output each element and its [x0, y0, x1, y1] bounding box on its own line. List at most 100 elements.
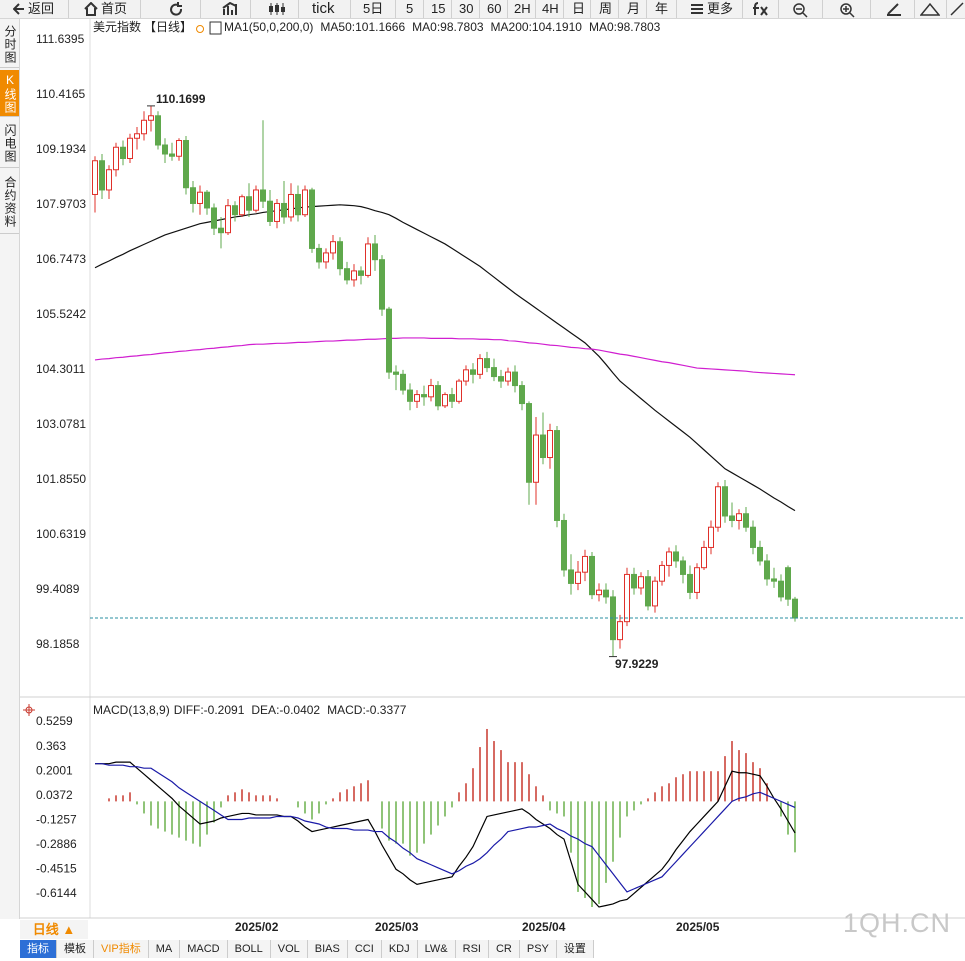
candle-body — [568, 569, 574, 584]
candle-body — [316, 247, 322, 263]
sidebar: 分时图 K线图 闪电图 合约资料 — [0, 19, 20, 919]
shape-icon[interactable] — [920, 2, 940, 16]
candle-body — [239, 196, 245, 216]
tab[interactable]: 设置 — [556, 940, 594, 958]
formula-icon[interactable] — [752, 2, 770, 16]
sidebar-tab[interactable]: 合约资料 — [0, 171, 19, 234]
y-tick-label: -0.6144 — [36, 886, 77, 900]
tab[interactable]: MA — [148, 940, 181, 958]
candle-body — [778, 580, 784, 598]
tick-button[interactable]: tick — [312, 0, 335, 17]
candle-body — [225, 205, 231, 234]
tab[interactable]: CCI — [347, 940, 382, 958]
candle-body — [155, 115, 161, 146]
candle-body — [162, 144, 168, 155]
candle-body — [617, 621, 623, 641]
y-tick-label: 110.4165 — [36, 87, 85, 101]
candle-icon[interactable] — [268, 2, 290, 16]
tab[interactable]: BIAS — [307, 940, 348, 958]
sidebar-tab[interactable]: 闪电图 — [0, 119, 19, 168]
candle-body — [582, 555, 588, 573]
legend-item: MA1(50,0,200,0) — [224, 20, 313, 34]
draw-icon[interactable] — [886, 2, 902, 16]
tab[interactable]: MACD — [180, 940, 228, 958]
legend-item: MA200:104.1910 — [491, 20, 583, 34]
zoom-in-icon[interactable] — [839, 2, 855, 18]
tab[interactable]: VIP指标 — [94, 940, 149, 958]
candle-body — [631, 573, 637, 589]
candle-body — [211, 207, 217, 229]
more-button[interactable]: 更多 — [707, 1, 734, 16]
tab[interactable]: VOL — [270, 940, 308, 958]
tab[interactable]: 指标 — [20, 940, 57, 958]
zoom-out-icon[interactable] — [792, 2, 808, 18]
tab[interactable]: KDJ — [381, 940, 418, 958]
candle-body — [330, 241, 336, 254]
legend-item: MA50:101.1666 — [320, 20, 405, 34]
period-button[interactable]: 5 — [406, 1, 414, 16]
candle-body — [141, 119, 147, 135]
candle-body — [771, 578, 777, 582]
legend-item: DIFF:-0.2091 — [174, 703, 245, 717]
y-tick-label: 103.0781 — [36, 417, 86, 431]
tab[interactable]: PSY — [519, 940, 557, 958]
legend-item: MA0:98.7803 — [589, 20, 661, 34]
period-button[interactable]: 周 — [599, 1, 613, 16]
indicator-tabs: 指标 模板 VIP指标 MA MACD BOLL VOL BIAS CCI KD… — [20, 940, 594, 958]
candle-body — [792, 598, 798, 619]
period-label: 【日线】 — [144, 20, 192, 34]
more-tools-icon[interactable] — [950, 2, 964, 16]
candle-body — [659, 564, 665, 582]
period-button[interactable]: 2H — [514, 1, 531, 16]
tab[interactable]: 模板 — [57, 940, 94, 958]
y-tick-label: -0.4515 — [36, 862, 77, 876]
back-icon — [13, 3, 24, 15]
y-tick-label: 99.4089 — [36, 582, 80, 596]
candle-body — [309, 189, 315, 249]
period-selector[interactable]: 日线 ▲ — [20, 920, 88, 939]
indicator-title: MACD(13,8,9) — [93, 703, 170, 717]
candle-body — [428, 385, 434, 398]
y-tick-label: 98.1858 — [36, 637, 80, 651]
candle-body — [148, 115, 154, 121]
period-button[interactable]: 4H — [542, 1, 559, 16]
period-button[interactable]: 月 — [627, 1, 641, 16]
period-button[interactable]: 30 — [459, 1, 474, 16]
candle-body — [603, 589, 609, 598]
period-button[interactable]: 60 — [487, 1, 502, 16]
tab[interactable]: RSI — [455, 940, 489, 958]
back-button[interactable]: 返回 — [28, 1, 55, 16]
candle-body — [715, 486, 721, 528]
candle-body — [624, 573, 630, 623]
x-tick-label: 2025/03 — [375, 920, 419, 934]
candle-body — [764, 560, 770, 580]
chart-type-icon[interactable] — [222, 2, 242, 16]
candle-body — [519, 385, 525, 405]
candle-body — [666, 551, 672, 566]
period-button[interactable]: 15 — [431, 1, 446, 16]
watermark: 1QH.CN — [843, 908, 952, 938]
period-button[interactable]: 5日 — [363, 1, 384, 16]
tab[interactable]: BOLL — [227, 940, 271, 958]
y-tick-label: 111.6395 — [36, 32, 85, 46]
period-button[interactable]: 日 — [572, 1, 586, 16]
refresh-icon[interactable] — [168, 2, 184, 16]
candle-body — [547, 430, 553, 459]
sidebar-tab[interactable]: 分时图 — [0, 21, 19, 68]
candle-body — [134, 133, 140, 139]
home-button[interactable]: 首页 — [101, 1, 128, 16]
candle-body — [120, 146, 126, 159]
candle-body — [736, 513, 742, 521]
candle-body — [288, 193, 294, 218]
tab[interactable]: LW& — [417, 940, 456, 958]
candle-body — [750, 526, 756, 548]
tab[interactable]: CR — [488, 940, 520, 958]
candle-body — [393, 371, 399, 375]
diff-line — [95, 761, 796, 908]
candle-body — [498, 376, 504, 382]
x-tick-label: 2025/02 — [235, 920, 279, 934]
period-button[interactable]: 年 — [655, 1, 669, 16]
candle-body — [687, 573, 693, 593]
sidebar-tab-active[interactable]: K线图 — [0, 70, 19, 117]
